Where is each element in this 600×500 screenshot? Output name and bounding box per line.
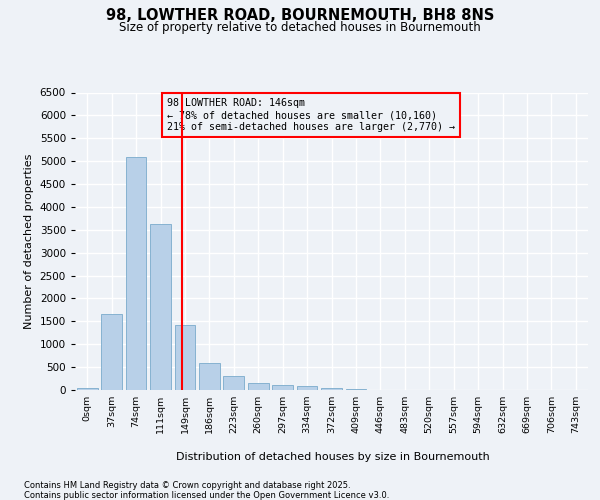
Text: Size of property relative to detached houses in Bournemouth: Size of property relative to detached ho… — [119, 21, 481, 34]
Y-axis label: Number of detached properties: Number of detached properties — [24, 154, 34, 329]
Bar — [199, 363, 220, 390]
Bar — [248, 383, 269, 390]
Bar — [175, 325, 196, 390]
Text: 98 LOWTHER ROAD: 146sqm
← 78% of detached houses are smaller (10,160)
21% of sem: 98 LOWTHER ROAD: 146sqm ← 78% of detache… — [167, 98, 455, 132]
Bar — [101, 314, 122, 390]
Bar — [223, 376, 244, 390]
Bar — [296, 386, 317, 390]
Bar — [321, 388, 342, 390]
Text: 98, LOWTHER ROAD, BOURNEMOUTH, BH8 8NS: 98, LOWTHER ROAD, BOURNEMOUTH, BH8 8NS — [106, 8, 494, 22]
Text: Contains HM Land Registry data © Crown copyright and database right 2025.: Contains HM Land Registry data © Crown c… — [24, 481, 350, 490]
Text: Distribution of detached houses by size in Bournemouth: Distribution of detached houses by size … — [176, 452, 490, 462]
Bar — [77, 388, 98, 390]
Bar — [125, 156, 146, 390]
Bar — [150, 224, 171, 390]
Text: Contains public sector information licensed under the Open Government Licence v3: Contains public sector information licen… — [24, 491, 389, 500]
Bar — [272, 384, 293, 390]
